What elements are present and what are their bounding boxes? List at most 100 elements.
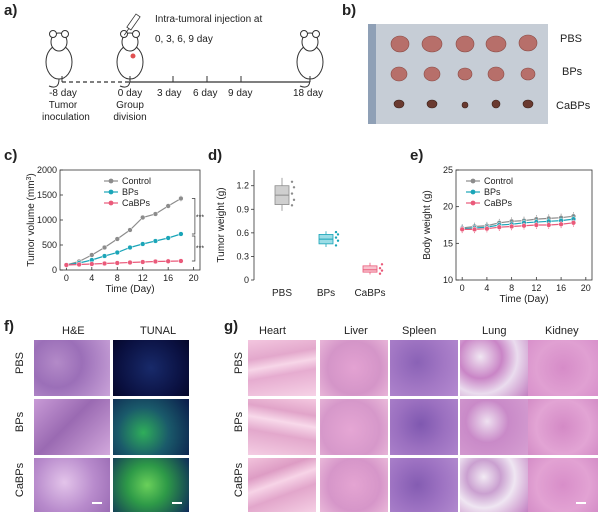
series-line bbox=[66, 233, 182, 266]
data-point bbox=[546, 222, 552, 228]
series-line bbox=[462, 222, 574, 231]
series-line bbox=[66, 197, 182, 266]
data-point bbox=[152, 238, 159, 244]
data-point bbox=[114, 249, 120, 256]
data-point bbox=[152, 211, 159, 217]
body-weight-chart: 10 15 20 25 0 4 8 12 16 20 Time (Day) Body weight (… bbox=[422, 165, 593, 305]
significance-bracket bbox=[191, 235, 196, 262]
data-point bbox=[101, 260, 108, 267]
x-tick-label: 4 bbox=[89, 273, 94, 283]
organ-tile-liver-bps bbox=[320, 399, 388, 455]
panel-a-timeline bbox=[45, 13, 324, 88]
data-point bbox=[101, 253, 108, 259]
organ-tile-spleen-pbs bbox=[390, 340, 458, 396]
box-point bbox=[334, 244, 338, 247]
x-axis-label: Time (Day) bbox=[499, 294, 548, 305]
col-label-heart: Heart bbox=[259, 325, 286, 337]
data-point bbox=[140, 259, 146, 265]
scale-bar bbox=[92, 502, 102, 504]
box-point bbox=[380, 269, 384, 272]
tunal-tile-pbs bbox=[113, 340, 189, 396]
timeline-label: 18 day bbox=[293, 88, 324, 99]
col-label-kidney: Kidney bbox=[545, 325, 579, 337]
he-tile-bps bbox=[34, 399, 110, 455]
box-point bbox=[334, 236, 338, 239]
legend-label: Control bbox=[484, 176, 513, 186]
organ-tile-heart-cabps bbox=[248, 458, 316, 512]
x-tick-label: 12 bbox=[138, 273, 148, 283]
row-label: PBS bbox=[14, 352, 26, 375]
data-point bbox=[114, 260, 120, 266]
timeline-label: 9 day bbox=[228, 88, 253, 99]
y-tick-label: 0.6 bbox=[236, 228, 249, 238]
data-point bbox=[533, 222, 540, 228]
timeline-label: 6 day bbox=[193, 88, 218, 99]
event-zero: 0 day Group division bbox=[113, 88, 147, 123]
y-axis-label: Tumor weight (g) bbox=[216, 187, 227, 262]
box-point bbox=[378, 272, 382, 275]
data-point bbox=[114, 236, 120, 242]
series-line bbox=[462, 215, 574, 229]
legend-label: BPs bbox=[122, 187, 139, 197]
x-category-label: PBS bbox=[272, 288, 292, 299]
data-point bbox=[76, 261, 82, 268]
scale-bar bbox=[576, 502, 586, 504]
y-axis-label: Body weight (g) bbox=[422, 190, 433, 259]
data-point bbox=[165, 235, 171, 241]
photo-row-label: BPs bbox=[562, 66, 583, 78]
box-point bbox=[378, 267, 382, 270]
box-point bbox=[290, 192, 294, 195]
data-point bbox=[496, 224, 502, 230]
mouse-icon bbox=[116, 30, 144, 88]
box-point bbox=[334, 230, 338, 234]
organ-tile-lung-cabps bbox=[460, 458, 528, 512]
legend-marker bbox=[470, 189, 476, 195]
data-point bbox=[89, 252, 95, 258]
organ-tile-heart-bps bbox=[248, 399, 316, 455]
data-point bbox=[178, 258, 184, 264]
y-tick-label: 15 bbox=[443, 238, 453, 248]
organ-tile-lung-pbs bbox=[460, 340, 528, 396]
col-label-he: H&E bbox=[62, 325, 85, 337]
data-point bbox=[558, 221, 564, 227]
y-tick-label: 25 bbox=[443, 165, 453, 175]
mouse-icon bbox=[296, 30, 324, 88]
col-label-spleen: Spleen bbox=[402, 325, 437, 337]
box-point bbox=[290, 180, 294, 183]
organ-tile-liver-cabps bbox=[320, 458, 388, 512]
data-point bbox=[127, 244, 133, 251]
legend-label: CaBPs bbox=[484, 198, 513, 208]
event-minus8: -8 day Tumor inoculation bbox=[42, 88, 90, 123]
tumor-volume-chart: 0 500 1000 1500 2000 0 4 8 12 16 20 Time (Day) Tumor… bbox=[26, 165, 205, 295]
y-tick-label: 20 bbox=[443, 202, 453, 212]
y-axis-label: Tumor volume (mm3) bbox=[26, 173, 38, 267]
plot-frame bbox=[455, 169, 593, 281]
organ-tile-kidney-pbs bbox=[528, 340, 598, 396]
box-point bbox=[292, 198, 296, 202]
legend-label: Control bbox=[122, 176, 151, 186]
tumor-photo-svg bbox=[368, 24, 538, 124]
panel-label-a: a) bbox=[4, 2, 18, 19]
box-point bbox=[336, 233, 340, 236]
data-point bbox=[570, 220, 577, 226]
organ-tile-heart-pbs bbox=[248, 340, 316, 396]
x-tick-label: 4 bbox=[484, 283, 489, 293]
legend-marker bbox=[108, 178, 114, 184]
data-point bbox=[165, 258, 171, 264]
x-tick-label: 16 bbox=[163, 273, 173, 283]
y-tick-label: 1500 bbox=[37, 190, 57, 200]
y-tick-label: 500 bbox=[42, 240, 57, 250]
organ-tile-spleen-bps bbox=[390, 399, 458, 455]
x-category-label: CaBPs bbox=[354, 288, 385, 299]
significance-bracket bbox=[191, 198, 196, 235]
legend-marker bbox=[470, 178, 476, 184]
x-tick-label: 20 bbox=[189, 273, 199, 283]
data-point bbox=[89, 261, 95, 267]
y-tick-label: 0 bbox=[244, 275, 249, 285]
box-point bbox=[292, 186, 296, 189]
significance-label: *** bbox=[196, 246, 204, 253]
x-tick-label: 20 bbox=[581, 283, 591, 293]
row-label: CaBPs bbox=[14, 462, 26, 498]
row-label: BPs bbox=[233, 411, 245, 433]
timeline-label: 3 day bbox=[157, 88, 182, 99]
